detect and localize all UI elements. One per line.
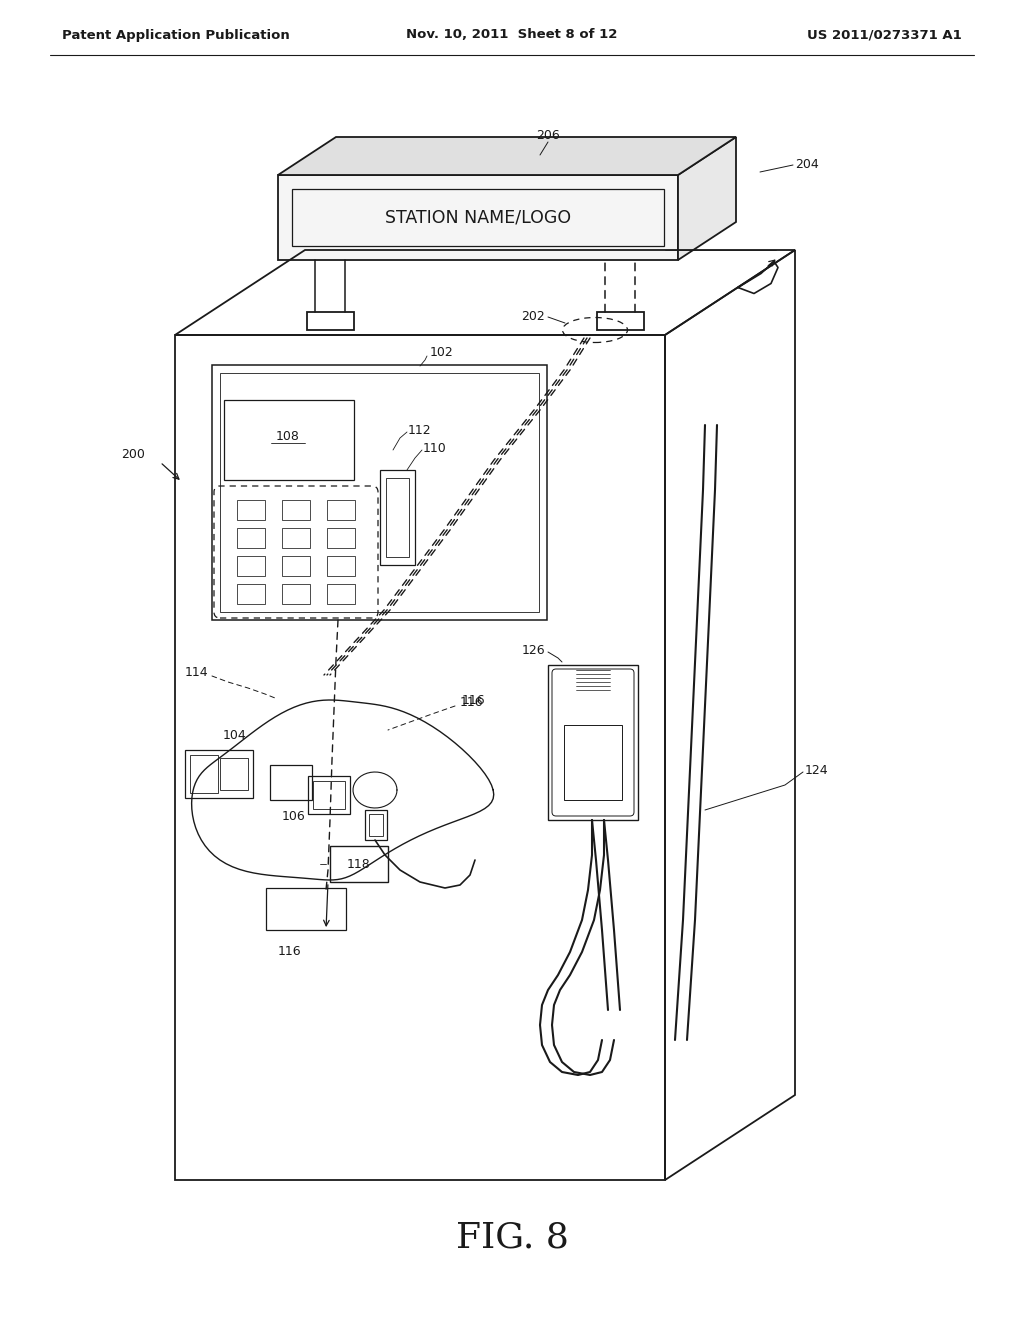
Bar — [237, 528, 265, 548]
Text: STATION NAME/LOGO: STATION NAME/LOGO — [385, 209, 571, 227]
Text: 114: 114 — [184, 665, 208, 678]
Text: 116: 116 — [278, 945, 302, 958]
Text: US 2011/0273371 A1: US 2011/0273371 A1 — [807, 29, 962, 41]
Text: 202: 202 — [521, 310, 545, 323]
Bar — [220, 758, 248, 789]
Text: 200: 200 — [121, 449, 145, 462]
Text: 204: 204 — [795, 158, 819, 172]
Text: Nov. 10, 2011  Sheet 8 of 12: Nov. 10, 2011 Sheet 8 of 12 — [407, 29, 617, 41]
Text: 124: 124 — [805, 763, 828, 776]
Bar — [327, 556, 355, 576]
Bar — [212, 366, 547, 620]
Bar — [270, 766, 312, 800]
Text: 126: 126 — [521, 644, 545, 656]
Bar — [282, 528, 310, 548]
Text: Patent Application Publication: Patent Application Publication — [62, 29, 290, 41]
Text: 116: 116 — [460, 696, 483, 709]
Text: 102: 102 — [430, 346, 454, 359]
Bar — [327, 583, 355, 605]
Bar — [564, 725, 622, 800]
Bar — [282, 556, 310, 576]
Bar — [365, 810, 387, 840]
Bar — [185, 750, 253, 799]
Bar — [278, 176, 678, 260]
Text: 118: 118 — [347, 858, 371, 870]
Bar — [327, 500, 355, 520]
Bar — [237, 583, 265, 605]
Bar — [282, 583, 310, 605]
Polygon shape — [678, 137, 736, 260]
Text: 110: 110 — [423, 441, 446, 454]
Bar — [237, 556, 265, 576]
Text: 206: 206 — [537, 129, 560, 143]
Text: 104: 104 — [223, 729, 247, 742]
Bar — [190, 755, 218, 793]
Bar — [292, 189, 664, 246]
Text: FIG. 8: FIG. 8 — [456, 1221, 568, 1255]
Text: 112: 112 — [408, 424, 432, 437]
Bar — [266, 888, 346, 931]
Bar — [220, 374, 539, 612]
Polygon shape — [278, 137, 736, 176]
Bar — [380, 470, 415, 565]
Bar — [548, 665, 638, 820]
Text: 116: 116 — [462, 693, 485, 706]
Bar — [313, 781, 345, 809]
Text: 108: 108 — [276, 429, 300, 442]
Bar — [330, 846, 388, 882]
Bar — [327, 528, 355, 548]
Bar — [282, 500, 310, 520]
Bar — [386, 478, 409, 557]
Bar — [237, 500, 265, 520]
Bar — [224, 400, 354, 480]
Text: 106: 106 — [282, 810, 306, 822]
Bar — [369, 814, 383, 836]
Bar — [307, 312, 354, 330]
Bar — [308, 776, 350, 814]
Bar — [175, 335, 665, 1180]
Bar — [597, 312, 644, 330]
